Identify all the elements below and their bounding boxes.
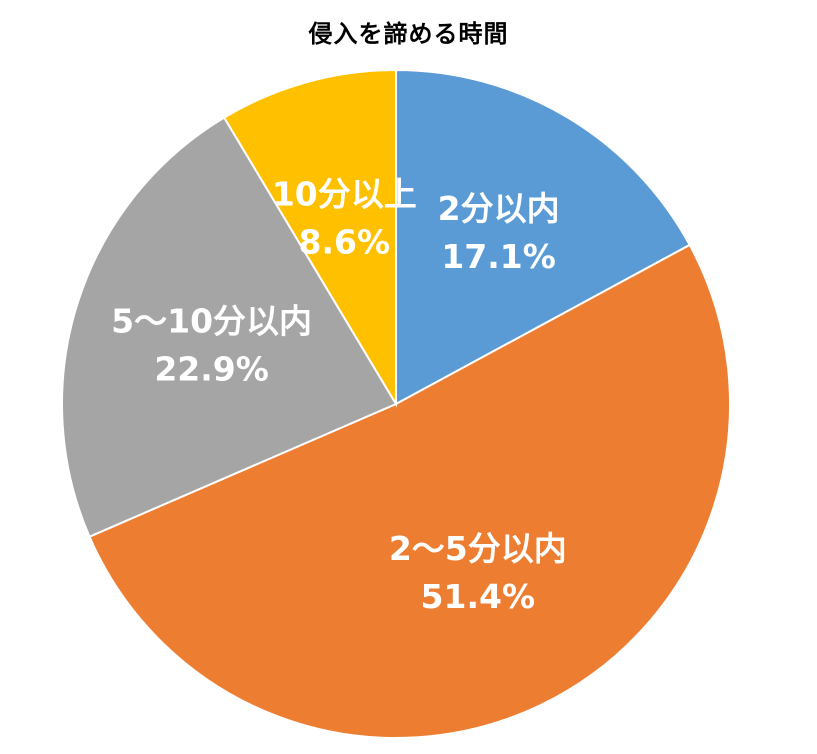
slice-category-label: 5～10分以内 xyxy=(111,302,312,341)
pie-slice xyxy=(61,116,398,538)
slice-value-label: 17.1% xyxy=(441,237,556,276)
slice-category-label: 10分以上 xyxy=(272,174,417,213)
pie-labels: 2分以内 17.1% 2～5分以内 51.4% 5～10分以内 22.9% 10分以上 8.6… xyxy=(111,174,567,616)
pie-slice xyxy=(395,68,692,406)
pie-slices xyxy=(61,68,732,739)
pie-slice xyxy=(222,68,397,408)
slice-value-label: 8.6% xyxy=(299,222,391,261)
slice-category-label: 2～5分以内 xyxy=(389,529,567,568)
chart-title: 侵入を諦める時間 xyxy=(308,20,509,48)
slice-value-label: 22.9% xyxy=(154,350,269,389)
slice-value-label: 51.4% xyxy=(421,577,536,616)
slice-category-label: 2分以内 xyxy=(438,189,560,228)
pie-slice xyxy=(88,243,732,739)
